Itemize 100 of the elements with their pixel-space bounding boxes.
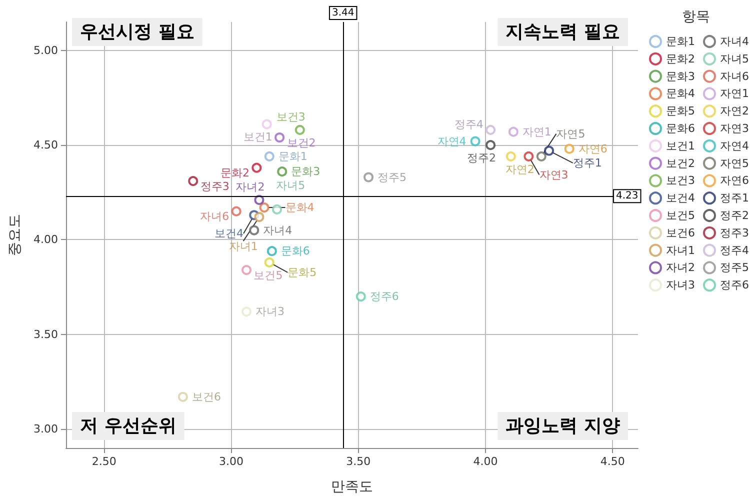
x-tick-label: 2.50: [92, 455, 116, 468]
text: 자연2: [505, 162, 534, 176]
annotation: 지속노력 필요: [506, 22, 620, 42]
text: 정주5: [378, 170, 407, 184]
text: 자연1: [522, 125, 552, 138]
point: [262, 119, 272, 130]
point: [242, 265, 252, 276]
legend-label: 정주5: [720, 261, 749, 274]
point: [544, 146, 554, 156]
text: 정주2: [467, 152, 496, 164]
annotation: 저 우선순위: [80, 416, 176, 436]
point: [356, 292, 366, 302]
point: [294, 124, 305, 135]
text: 문화4: [285, 201, 314, 214]
point: [242, 306, 252, 317]
text: 자녀2: [236, 180, 265, 194]
text: 자연3: [539, 168, 568, 182]
legend-label: 문화1: [666, 35, 695, 48]
x-axis-title: 만족도: [331, 479, 373, 495]
text: 문화2: [220, 166, 250, 180]
legend-label: 자녀3: [666, 278, 695, 292]
point: [508, 126, 518, 137]
annotation: 우선시정 필요: [80, 22, 194, 42]
legend-label: 자연4: [720, 139, 749, 152]
y-tick-label: 4.00: [34, 233, 58, 246]
y-tick-label: 5.00: [34, 44, 58, 57]
text: 자연6: [578, 142, 608, 156]
legend-label: 보건3: [666, 174, 695, 188]
legend-label: 보건1: [666, 139, 695, 152]
legend-label: 자녀2: [666, 261, 695, 274]
point: [178, 392, 188, 402]
legend-label: 문화2: [666, 52, 695, 66]
text: 정주6: [370, 290, 399, 304]
point: [252, 162, 262, 173]
point: [364, 172, 374, 182]
legend-label: 정주2: [720, 209, 749, 222]
legend-label: 자연5: [720, 156, 749, 170]
point: [564, 144, 574, 154]
text: 자녀1: [228, 240, 258, 254]
legend-label: 보건6: [666, 226, 695, 240]
text: 보건5: [254, 268, 283, 282]
point: [277, 166, 288, 177]
y-tick-label: 3.50: [34, 328, 58, 341]
legend-label: 문화3: [666, 70, 695, 83]
legend-label: 자녀1: [666, 244, 695, 257]
legend-title: 항목: [682, 9, 710, 25]
legend-label: 문화6: [666, 122, 695, 135]
point: [249, 225, 260, 236]
text: 자연5: [556, 127, 586, 140]
text: 보건1: [243, 130, 272, 144]
text: 문화1: [278, 150, 308, 163]
text: 자녀4: [263, 224, 292, 237]
point: [259, 202, 270, 213]
ref-line-label: 3.44: [332, 8, 354, 18]
legend-label: 문화4: [666, 87, 695, 100]
x-tick-label: 3.50: [346, 455, 371, 468]
text: 정주1: [572, 156, 602, 170]
legend-label: 정주4: [720, 244, 749, 257]
text: 자녀5: [276, 178, 306, 192]
ref-line-label: 4.23: [616, 190, 638, 202]
y-tick-label: 3.00: [34, 422, 58, 436]
legend-label: 보건5: [666, 209, 695, 222]
point: [266, 246, 277, 256]
text: 정주4: [454, 118, 484, 132]
legend-label: 문화5: [666, 104, 695, 118]
legend-label: 자녀4: [720, 35, 749, 48]
point: [274, 132, 285, 142]
legend-label: 자녀5: [720, 52, 749, 66]
y-axis-title: 중요도: [7, 214, 23, 256]
point: [486, 140, 496, 150]
legend-label: 정주6: [720, 278, 749, 292]
legend-label: 정주1: [720, 192, 749, 205]
point: [231, 206, 242, 216]
legend-label: 정주3: [720, 226, 749, 240]
y-tick-label: 4.50: [34, 138, 58, 152]
point: [254, 212, 264, 222]
point: [188, 176, 198, 186]
text: 자녀3: [255, 305, 284, 318]
point: [272, 204, 282, 214]
text: 정주3: [200, 180, 230, 193]
text: 자연4: [437, 134, 466, 148]
annotation: 과잉노력 지양: [506, 416, 620, 436]
text: 보건4: [214, 227, 244, 240]
legend-label: 보건2: [666, 156, 695, 170]
point: [264, 257, 274, 268]
text: 문화6: [280, 244, 310, 258]
text: 문화3: [291, 165, 320, 178]
point: [536, 151, 546, 162]
x-tick-label: 4.50: [600, 455, 625, 468]
legend-label: 자연1: [720, 87, 749, 100]
text: 보건6: [192, 390, 221, 404]
point: [524, 151, 534, 162]
legend-label: 자연2: [720, 104, 749, 118]
text: 보건2: [286, 136, 316, 150]
point: [486, 124, 496, 135]
text: 보건3: [276, 110, 306, 124]
point: [470, 136, 480, 146]
text: 자녀6: [200, 210, 230, 224]
point: [506, 151, 516, 162]
legend-label: 자연6: [720, 174, 749, 188]
